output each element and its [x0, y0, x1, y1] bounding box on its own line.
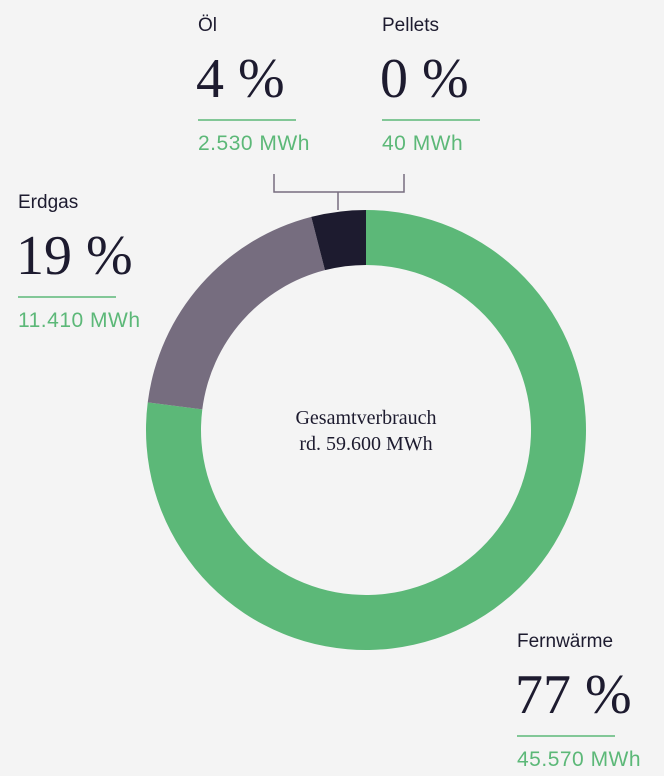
segment-energy: 11.410 MWh: [18, 309, 141, 332]
segment-energy: 45.570 MWh: [517, 748, 641, 771]
segment-name: Fernwärme: [517, 631, 613, 652]
segment-percent: 4 %: [196, 48, 285, 110]
center-total: rd. 59.600 MWh: [299, 433, 432, 455]
bracket: [273, 174, 405, 210]
segment-energy: 40 MWh: [382, 132, 463, 155]
segment-name: Pellets: [382, 15, 439, 36]
segment-percent: 19 %: [16, 225, 133, 287]
donut-segment: [311, 210, 366, 271]
segment-name: Erdgas: [18, 192, 78, 213]
segment-name: Öl: [198, 15, 217, 36]
donut-segment: [147, 216, 325, 410]
segment-percent: 0 %: [380, 48, 469, 110]
center-title: Gesamtverbrauch: [295, 407, 436, 429]
segment-percent: 77 %: [515, 664, 632, 726]
segment-energy: 2.530 MWh: [198, 132, 310, 155]
